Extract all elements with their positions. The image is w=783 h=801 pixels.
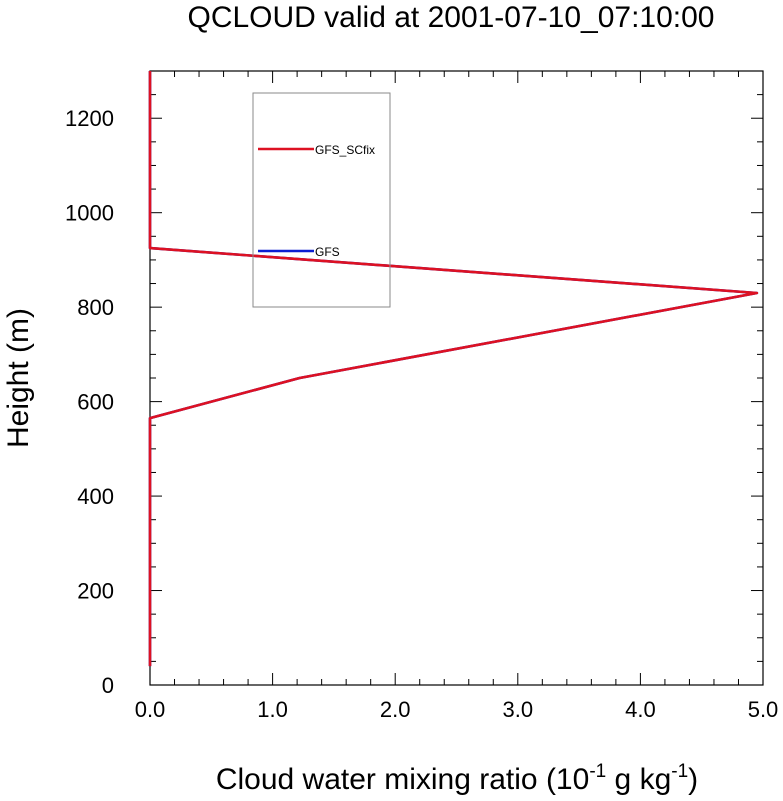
- series-layer: [148, 71, 759, 667]
- x-tick-label: 5.0: [748, 697, 779, 722]
- legend-box: [252, 92, 391, 308]
- y-tick-label: 600: [77, 390, 114, 415]
- x-tick-label: 2.0: [380, 697, 411, 722]
- axis-ticks: 0.0 1.0 2.0 3.0 4.0 5.0 0 200 400 600 800 1000 1200: [65, 70, 779, 722]
- x-tick-label: 1.0: [257, 697, 288, 722]
- y-tick-label: 1200: [65, 106, 114, 131]
- x-axis-label-exponent-1: -1: [589, 761, 606, 782]
- x-axis-label-mid: g kg: [606, 763, 671, 796]
- plot-area: 0.0 1.0 2.0 3.0 4.0 5.0 0 200 400 600 800 1000 1200: [65, 70, 779, 722]
- x-tick-label: 0.0: [135, 697, 166, 722]
- x-axis-label-suffix: ): [688, 763, 698, 796]
- plot-frame: [149, 70, 764, 686]
- chart-title: QCLOUD valid at 2001-07-10_07:10:00: [188, 1, 715, 34]
- y-tick-label: 1000: [65, 201, 114, 226]
- x-tick-label: 4.0: [625, 697, 656, 722]
- x-axis-label-exponent-2: -1: [671, 761, 688, 782]
- legend-label-gfs: GFS: [315, 245, 340, 259]
- series-line-gfs-scfix: [148, 71, 759, 667]
- y-tick-label: 0: [102, 673, 114, 698]
- legend: GFS GFS_SCfix: [252, 92, 391, 308]
- y-tick-label: 800: [77, 295, 114, 320]
- legend-label-gfs-scfix: GFS_SCfix: [315, 143, 375, 157]
- y-tick-label: 200: [77, 579, 114, 604]
- y-axis-label: Height (m): [2, 308, 35, 448]
- x-tick-label: 3.0: [503, 697, 534, 722]
- y-tick-label: 400: [77, 484, 114, 509]
- series-line-gfs: [148, 71, 759, 667]
- x-axis-label-prefix: Cloud water mixing ratio (10: [216, 763, 590, 796]
- x-axis-label: Cloud water mixing ratio (10-1 g kg-1): [216, 761, 698, 796]
